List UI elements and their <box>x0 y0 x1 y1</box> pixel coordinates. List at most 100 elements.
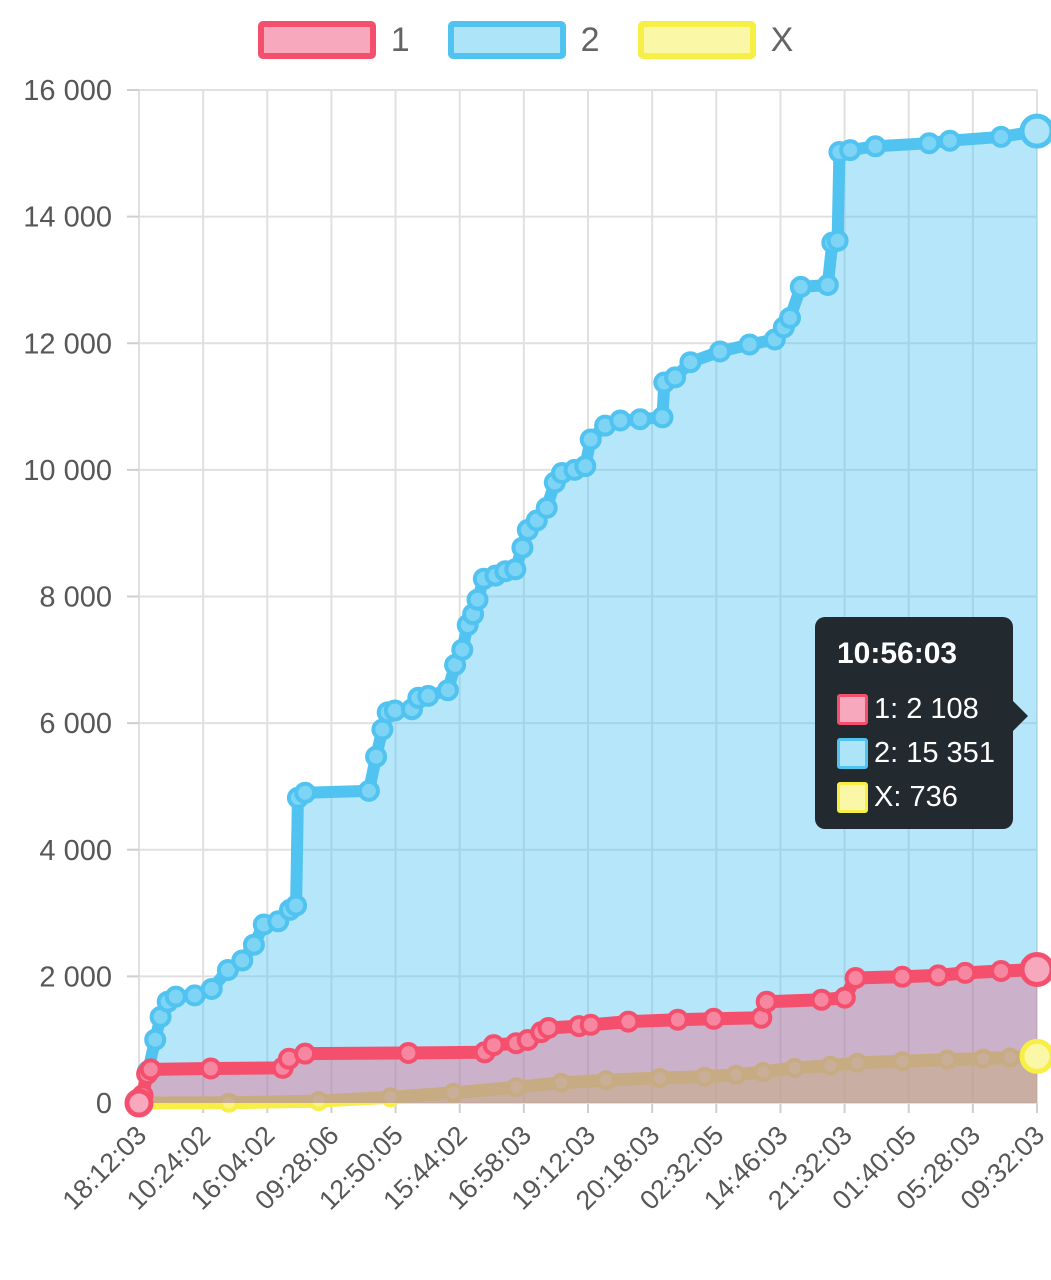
series-X-point[interactable] <box>973 1048 994 1069</box>
tooltip-value-series-2: 2: 15 351 <box>874 737 995 769</box>
series-X-point[interactable] <box>308 1091 329 1112</box>
series-X-point[interactable] <box>506 1077 527 1098</box>
series-2-point[interactable] <box>511 536 534 559</box>
legend-swatch-series-2[interactable] <box>447 21 566 59</box>
series-X-point[interactable] <box>551 1072 572 1093</box>
series-1-point[interactable] <box>833 986 856 1009</box>
legend-label-series-x[interactable]: X <box>770 21 794 59</box>
y-tick-label: 6 000 <box>39 708 112 740</box>
series-2-point[interactable] <box>839 139 862 162</box>
series-1-point[interactable] <box>537 1017 560 1039</box>
series-2-point[interactable] <box>451 638 474 661</box>
legend-label-series-1[interactable]: 1 <box>390 21 410 59</box>
series-X-point[interactable] <box>694 1066 715 1087</box>
y-tick-label: 8 000 <box>39 582 112 614</box>
series-1-point[interactable] <box>482 1034 505 1057</box>
series-2-point[interactable] <box>504 558 527 581</box>
series-1-point[interactable] <box>617 1010 640 1033</box>
legend-item-series-2[interactable]: 2 <box>447 21 600 59</box>
series-2-point[interactable] <box>285 894 308 917</box>
series-2-point[interactable] <box>779 306 801 329</box>
series-2-point[interactable] <box>365 745 388 768</box>
series-1-point[interactable] <box>199 1057 222 1080</box>
series-2-point[interactable] <box>535 496 558 519</box>
series-1-active-point[interactable] <box>1019 952 1051 987</box>
series-1-point[interactable] <box>579 1013 602 1036</box>
series-1-point[interactable] <box>139 1058 162 1081</box>
y-tick-label: 10 000 <box>23 455 112 487</box>
series-2-point[interactable] <box>436 679 459 702</box>
series-1-point[interactable] <box>666 1008 689 1031</box>
series-X-point[interactable] <box>726 1064 747 1085</box>
series-2-point[interactable] <box>664 366 687 389</box>
series-X-point[interactable] <box>892 1051 913 1072</box>
series-1-point[interactable] <box>294 1042 317 1065</box>
series-2-point[interactable] <box>164 985 187 1008</box>
tooltip-row-series-2: 2: 15 351 <box>837 737 1013 770</box>
series-2-point[interactable] <box>231 949 254 972</box>
legend-swatch-series-1[interactable] <box>257 21 376 59</box>
series-1-point[interactable] <box>702 1007 725 1030</box>
tooltip-swatch-series-2 <box>837 738 868 769</box>
y-tick-label: 14 000 <box>23 202 112 234</box>
tooltip-value-series-x: X: 736 <box>874 781 958 813</box>
series-2-point[interactable] <box>789 275 812 298</box>
legend-item-series-1[interactable]: 1 <box>257 21 410 59</box>
series-X-active-point[interactable] <box>1019 1038 1051 1074</box>
legend-item-series-x[interactable]: X <box>637 21 794 59</box>
series-X-point[interactable] <box>753 1062 774 1082</box>
series-2-point[interactable] <box>816 274 839 296</box>
series-2-point[interactable] <box>294 781 317 804</box>
series-2-point[interactable] <box>144 1028 167 1051</box>
series-2-point[interactable] <box>200 978 223 1000</box>
series-2-point[interactable] <box>417 684 440 707</box>
series-X-point[interactable] <box>596 1070 616 1091</box>
series-2-point[interactable] <box>918 132 941 155</box>
series-2-point[interactable] <box>242 933 265 956</box>
series-2-point[interactable] <box>357 779 380 802</box>
y-tick-label: 4 000 <box>39 835 112 867</box>
y-tick-label: 2 000 <box>39 961 112 993</box>
tooltip-row-series-1: 1: 2 108 <box>837 693 1013 726</box>
series-1-point[interactable] <box>891 965 914 988</box>
series-1-point[interactable] <box>755 990 778 1013</box>
series-2-point[interactable] <box>574 455 597 478</box>
series-1-point[interactable] <box>927 964 950 987</box>
legend-swatch-series-x[interactable] <box>637 21 756 59</box>
series-1-point[interactable] <box>844 967 867 989</box>
series-2-area <box>139 131 1037 1104</box>
series-2-point[interactable] <box>826 229 849 252</box>
series-X-point[interactable] <box>380 1087 401 1108</box>
series-1-active-point[interactable] <box>124 1088 154 1118</box>
chart-legend: 1 2 X <box>0 21 1051 59</box>
series-1-point[interactable] <box>397 1042 420 1064</box>
series-2-point[interactable] <box>990 125 1013 148</box>
series-2-point[interactable] <box>709 340 731 363</box>
series-2-point[interactable] <box>579 428 602 451</box>
series-2-active-point[interactable] <box>1019 113 1051 149</box>
series-2-point[interactable] <box>679 351 702 374</box>
series-2-point[interactable] <box>938 129 961 152</box>
series-X-point[interactable] <box>1000 1047 1021 1068</box>
series-X-point[interactable] <box>937 1049 958 1070</box>
legend-label-series-2[interactable]: 2 <box>580 21 600 59</box>
series-1-point[interactable] <box>954 961 977 984</box>
series-X-point[interactable] <box>649 1068 670 1088</box>
series-X-point[interactable] <box>218 1092 239 1113</box>
series-X-point[interactable] <box>847 1052 868 1073</box>
tooltip-title: 10:56:03 <box>837 637 958 670</box>
series-2-point[interactable] <box>651 406 674 429</box>
series-X-point[interactable] <box>820 1055 841 1076</box>
series-2-point[interactable] <box>466 588 489 611</box>
series-1-point[interactable] <box>810 988 833 1011</box>
y-tick-label: 12 000 <box>23 328 112 360</box>
series-2-point[interactable] <box>864 135 887 158</box>
series-2-point[interactable] <box>629 408 652 431</box>
series-2-point[interactable] <box>738 333 761 356</box>
series-2-point[interactable] <box>609 409 632 432</box>
series-1-point[interactable] <box>990 960 1013 982</box>
series-X-point[interactable] <box>443 1082 464 1103</box>
series-X-point[interactable] <box>784 1057 805 1078</box>
